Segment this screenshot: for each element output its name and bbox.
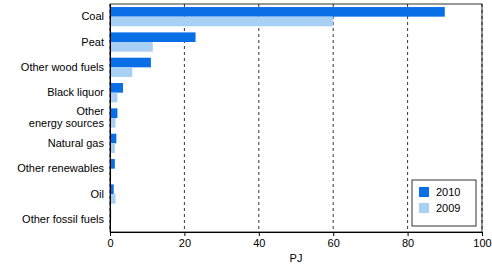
- tick-label: Coal: [81, 10, 104, 22]
- tick: 20: [179, 232, 191, 249]
- tick-mark: [110, 232, 111, 236]
- tick-label: 80: [402, 237, 414, 249]
- tick: 0: [107, 232, 113, 249]
- tick: 60: [328, 232, 340, 249]
- bar: [110, 93, 117, 103]
- grid-line: [407, 4, 408, 232]
- tick-mark: [259, 232, 260, 236]
- bar: [110, 83, 123, 93]
- tick-label: 20: [179, 237, 191, 249]
- tick: Black liquor: [47, 86, 110, 98]
- tick: 40: [253, 232, 265, 249]
- legend-label: 2010: [436, 186, 460, 198]
- tick-label: Otherenergy sources: [29, 105, 105, 129]
- grid-line: [333, 4, 334, 232]
- bar: [110, 67, 132, 77]
- bar: [110, 7, 445, 17]
- tick: Peat: [81, 36, 110, 48]
- bar: [110, 108, 117, 118]
- tick: Other wood fuels: [21, 61, 110, 73]
- legend-swatch: [419, 187, 429, 197]
- tick-mark: [184, 232, 185, 236]
- axis-line: [110, 5, 111, 233]
- legend-swatch: [419, 203, 429, 213]
- tick: 80: [402, 232, 414, 249]
- legend-box: [412, 180, 476, 226]
- tick: Natural gas: [48, 137, 110, 149]
- tick-label: Black liquor: [47, 86, 104, 98]
- tick-mark: [333, 232, 334, 236]
- tick-label: 60: [328, 237, 340, 249]
- tick-mark: [482, 232, 483, 236]
- chart: 0 20 40 60 80 100 Coal Peat Other wood fuels Blac…: [0, 0, 492, 266]
- tick-label: Natural gas: [48, 137, 105, 149]
- bar: [110, 17, 333, 27]
- tick-label: Other wood fuels: [21, 61, 105, 73]
- axis-line: [111, 233, 483, 237]
- tick-label: Oil: [91, 188, 104, 200]
- tick-label: Peat: [81, 36, 104, 48]
- tick: Coal: [81, 10, 110, 22]
- legend-label: 2009: [436, 202, 460, 214]
- y-axis: Coal Peat Other wood fuels Black liquor Othe…: [17, 5, 110, 233]
- tick-label: Other fossil fuels: [22, 213, 104, 225]
- tick-label: Other renewables: [17, 162, 104, 174]
- tick: Oil: [91, 188, 110, 200]
- grid-line: [258, 4, 259, 232]
- legend: 2010 2009: [412, 180, 476, 226]
- bar: [110, 32, 196, 42]
- bar: [110, 42, 153, 52]
- tick: 100: [473, 232, 491, 249]
- tick-label: 0: [107, 237, 113, 249]
- plot-frame: [110, 4, 482, 232]
- tick: Other fossil fuels: [22, 213, 110, 225]
- tick: Other renewables: [17, 162, 110, 174]
- tick-label: 40: [253, 237, 265, 249]
- tick: Otherenergy sources: [29, 105, 110, 129]
- bar: [110, 58, 151, 68]
- x-axis-title: PJ: [290, 252, 303, 264]
- bars: [110, 7, 445, 229]
- x-axis: 0 20 40 60 80 100: [107, 232, 491, 249]
- tick-mark: [408, 232, 409, 236]
- grid: [110, 4, 482, 232]
- plot: 0 20 40 60 80 100 Coal Peat Other wood fuels Blac…: [17, 4, 492, 249]
- tick-label: 100: [473, 237, 491, 249]
